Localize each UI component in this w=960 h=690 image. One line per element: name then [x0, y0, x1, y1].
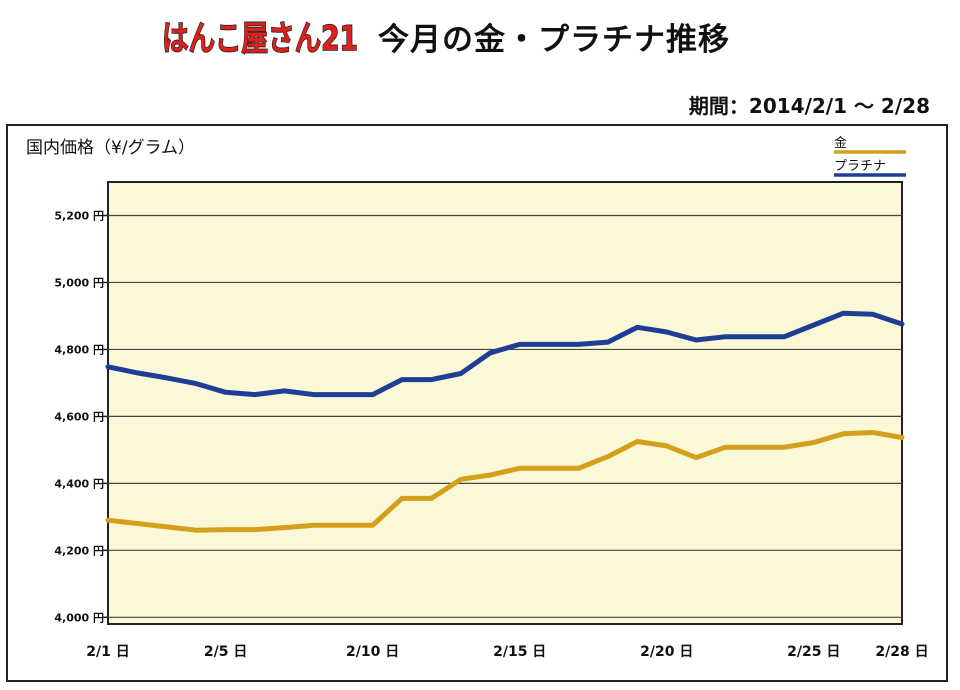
y-tick-label: 5,000 円: [54, 276, 104, 289]
logo-text: はんこ屋さん21: [162, 19, 358, 59]
x-tick-label: 2/10 日: [346, 644, 399, 660]
x-tick-label: 2/25 日: [787, 644, 840, 660]
x-tick-label: 2/15 日: [493, 644, 546, 660]
y-axis-label: 国内価格（¥/グラム）: [26, 138, 195, 158]
y-tick-label: 4,400 円: [54, 477, 104, 490]
y-tick-label: 4,600 円: [54, 410, 104, 423]
plot-area: [107, 181, 903, 625]
y-tick-label: 4,000 円: [54, 611, 104, 624]
x-tick-label: 2/5 日: [204, 644, 247, 660]
y-tick-label: 4,800 円: [54, 343, 104, 356]
period-label: 期間：2014/2/1 〜 2/28: [688, 94, 930, 118]
x-tick-label: 2/20 日: [640, 644, 693, 660]
series-line-gold: [105, 430, 905, 533]
page-title: 今月の金・プラチナ推移: [378, 22, 730, 58]
y-tick-label: 5,200 円: [54, 209, 104, 222]
logo: はんこ屋さん21: [161, 18, 359, 60]
legend-label: プラチナ: [834, 159, 886, 174]
legend-label: 金: [834, 135, 847, 151]
y-tick-label: 4,200 円: [54, 544, 104, 557]
series-line-platinum: [105, 310, 905, 398]
x-tick-label: 2/1 日: [86, 644, 129, 660]
x-tick-label: 2/28 日: [875, 644, 928, 660]
